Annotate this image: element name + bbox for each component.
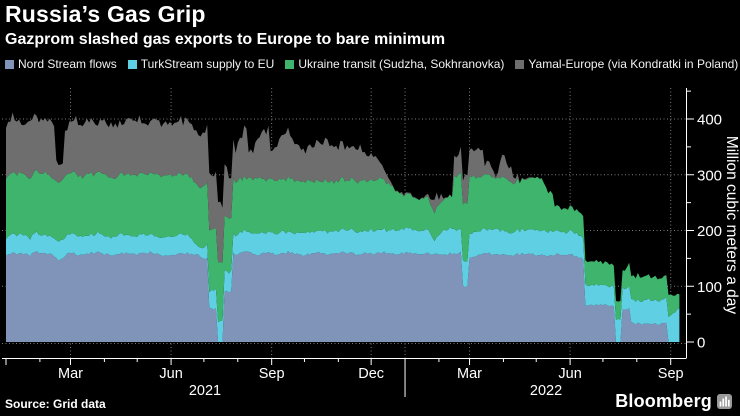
x-tick-label: Dec bbox=[358, 366, 384, 382]
bloomberg-logo-icon bbox=[717, 394, 732, 409]
legend-swatch-yamal-europe-icon bbox=[515, 59, 525, 69]
chart-legend: Nord Stream flows TurkStream supply to E… bbox=[5, 57, 738, 71]
chart-subtitle: Gazprom slashed gas exports to Europe to… bbox=[5, 31, 446, 48]
bloomberg-brand: Bloomberg bbox=[615, 391, 732, 412]
legend-item-nord-stream: Nord Stream flows bbox=[5, 57, 117, 71]
legend-label: TurkStream supply to EU bbox=[140, 57, 275, 71]
area-turkstream bbox=[6, 227, 680, 342]
x-tick-label: Sep bbox=[658, 366, 684, 382]
axes bbox=[2, 88, 694, 397]
stacked-areas bbox=[6, 112, 680, 342]
y-tick-label: 0 bbox=[697, 335, 705, 352]
legend-label: Ukraine transit (Sudzha, Sokhranovka) bbox=[298, 57, 505, 71]
legend-item-turkstream: TurkStream supply to EU bbox=[127, 57, 275, 71]
x-tick-label: Jun bbox=[558, 366, 581, 382]
page-title: Russia’s Gas Grip bbox=[5, 1, 206, 27]
bloomberg-wordmark: Bloomberg bbox=[615, 391, 712, 411]
y-tick-label: 400 bbox=[697, 112, 722, 129]
y-tick-label: 200 bbox=[697, 223, 722, 240]
legend-item-yamal-europe: Yamal-Europe (via Kondratki in Poland) bbox=[515, 57, 738, 71]
area-ukraine-transit bbox=[6, 169, 680, 323]
year-label: 2021 bbox=[189, 383, 221, 399]
legend-label: Nord Stream flows bbox=[18, 57, 117, 71]
y-tick-label: 300 bbox=[697, 167, 722, 184]
year-label: 2022 bbox=[530, 383, 562, 399]
legend-swatch-turkstream-icon bbox=[127, 59, 137, 69]
legend-swatch-ukraine-transit-icon bbox=[285, 59, 295, 69]
y-tick-label: 100 bbox=[697, 279, 722, 296]
area-nord-stream bbox=[6, 251, 680, 342]
area-yamal-europe bbox=[6, 112, 680, 302]
legend-label: Yamal-Europe (via Kondratki in Poland) bbox=[528, 57, 739, 71]
legend-item-ukraine-transit: Ukraine transit (Sudzha, Sokhranovka) bbox=[285, 57, 504, 71]
x-tick-label: Sep bbox=[259, 366, 285, 382]
axis-labels: 0 100 200 300 400 Mar Jun Sep Dec Mar Jun Sep 2021 20… bbox=[58, 112, 740, 400]
x-tick-label: Mar bbox=[457, 366, 482, 382]
x-tick-label: Mar bbox=[58, 366, 83, 382]
legend-swatch-nord-stream-icon bbox=[5, 59, 14, 69]
y-axis-title: Million cubic meters a day bbox=[723, 136, 740, 315]
x-tick-label: Jun bbox=[159, 366, 182, 382]
source-note: Source: Grid data bbox=[5, 397, 106, 411]
chart-header: Russia’s Gas Grip Gazprom slashed gas ex… bbox=[5, 1, 445, 49]
